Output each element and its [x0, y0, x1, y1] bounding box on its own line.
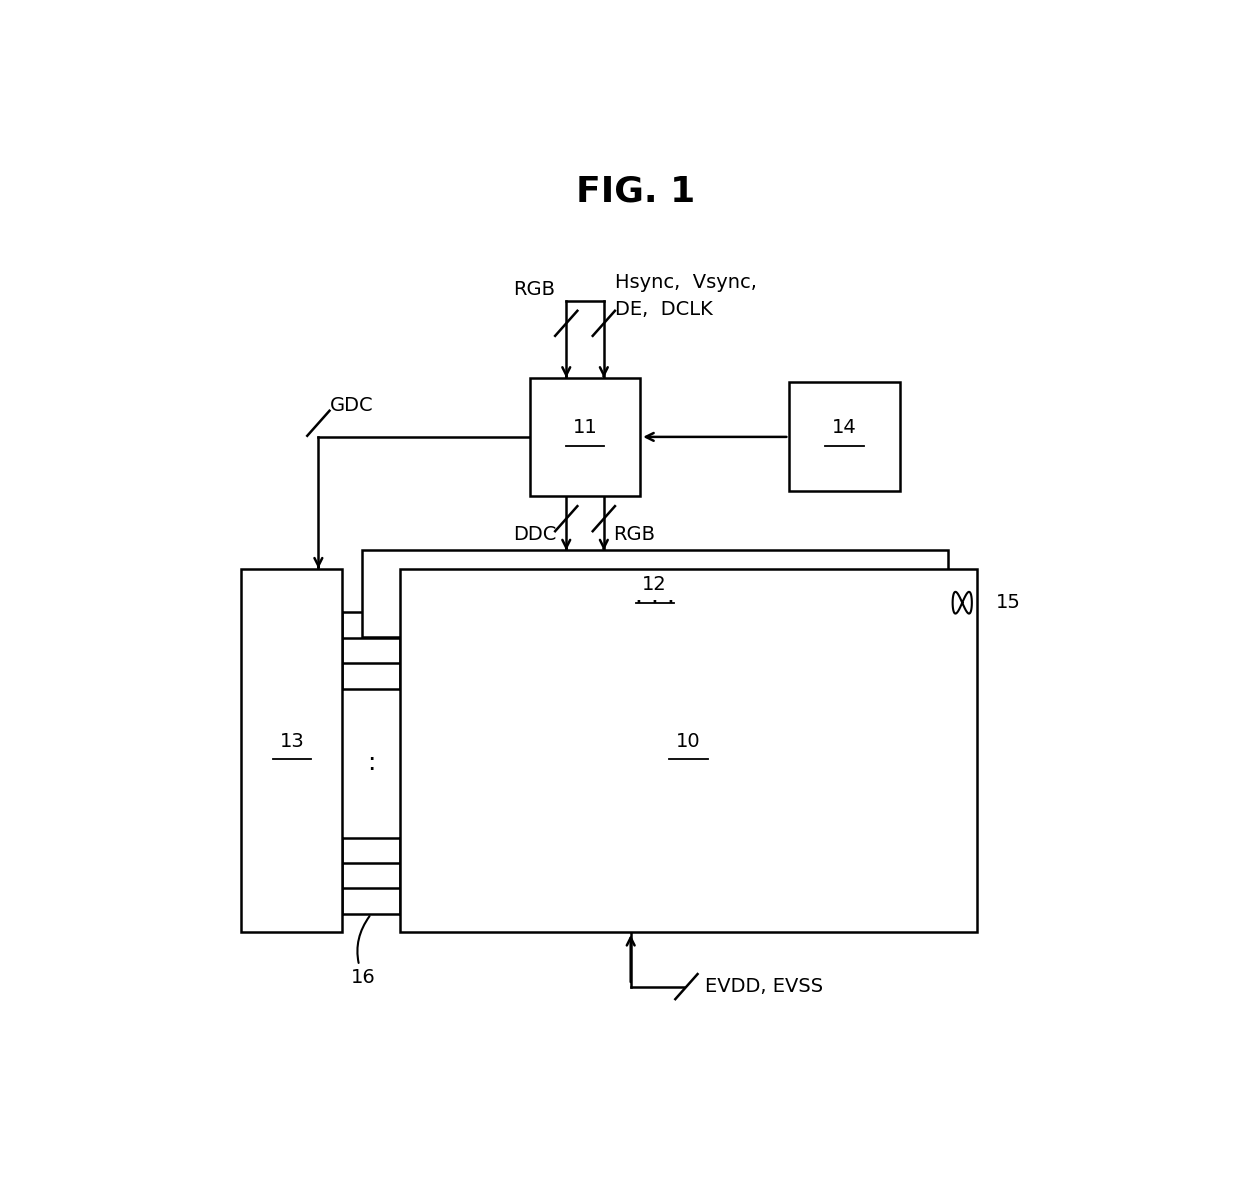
Bar: [529, 378, 640, 496]
Text: RGB: RGB: [512, 280, 554, 300]
Text: 14: 14: [832, 418, 857, 438]
Text: EVDD, EVSS: EVDD, EVSS: [704, 977, 823, 996]
Text: :: :: [367, 752, 376, 775]
Text: 16: 16: [351, 916, 376, 988]
Text: 11: 11: [573, 418, 598, 438]
Text: RGB: RGB: [614, 525, 656, 544]
Text: DE,  DCLK: DE, DCLK: [615, 300, 713, 320]
Text: DDC: DDC: [513, 525, 557, 544]
Bar: [362, 550, 947, 637]
Text: GDC: GDC: [330, 395, 373, 414]
Text: Hsync,  Vsync,: Hsync, Vsync,: [615, 273, 758, 291]
Text: 15: 15: [996, 594, 1021, 612]
Bar: [242, 569, 342, 932]
Text: 13: 13: [279, 732, 304, 750]
Bar: [401, 569, 977, 932]
Text: 10: 10: [676, 732, 701, 750]
Text: · · ·: · · ·: [635, 591, 675, 615]
Text: FIG. 1: FIG. 1: [575, 175, 696, 209]
Bar: [789, 382, 900, 491]
Text: 12: 12: [642, 575, 667, 594]
